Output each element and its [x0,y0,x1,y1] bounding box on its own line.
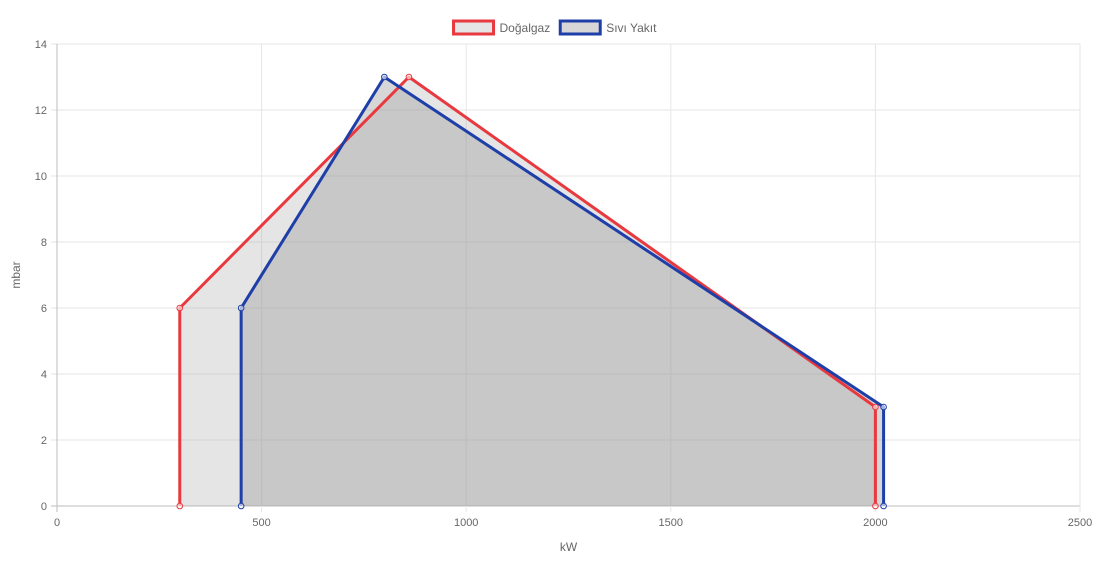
x-tick-label: 1500 [659,517,683,529]
x-tick-label: 2000 [863,517,887,529]
legend-item[interactable]: Doğalgaz [452,19,551,36]
y-tick-label: 0 [41,501,47,513]
x-axis-title: kW [560,540,578,554]
y-tick-label: 4 [41,369,47,381]
x-tick-label: 0 [54,517,60,529]
series-areas [179,77,884,506]
x-axis-ticks: 0 500 1000 1500 2000 2500 [54,517,1092,529]
data-point [880,502,887,510]
y-tick-label: 6 [41,303,47,315]
y-tick-label: 2 [41,435,47,447]
y-tick-label: 10 [35,171,47,183]
series-area-0 [179,77,876,506]
data-point [176,304,184,312]
x-tick-label: 1000 [454,517,478,529]
y-tick-label: 8 [41,237,47,249]
legend-label: Sıvı Yakıt [606,21,657,35]
y-axis-ticks: 0 2 4 6 8 10 12 14 [35,39,47,513]
y-tick-label: 14 [35,39,47,51]
series-area-1 [241,77,884,506]
legend[interactable]: Doğalgaz Sıvı Yakıt [452,19,658,36]
data-point [880,403,887,411]
data-point [237,502,245,510]
x-tick-label: 2500 [1068,517,1092,529]
x-tick-label: 500 [252,517,270,529]
data-point [381,73,388,81]
y-axis-title: mbar [9,261,23,288]
data-point [237,304,245,312]
legend-item[interactable]: Sıvı Yakıt [558,19,657,36]
data-point [872,403,879,411]
data-point [405,73,413,81]
legend-swatch [558,19,602,36]
grid [51,43,1081,512]
series-points [176,73,887,510]
legend-label: Doğalgaz [500,21,551,35]
y-tick-label: 12 [35,105,47,117]
legend-swatch [452,19,496,36]
data-point [872,502,879,510]
data-point [176,502,184,510]
